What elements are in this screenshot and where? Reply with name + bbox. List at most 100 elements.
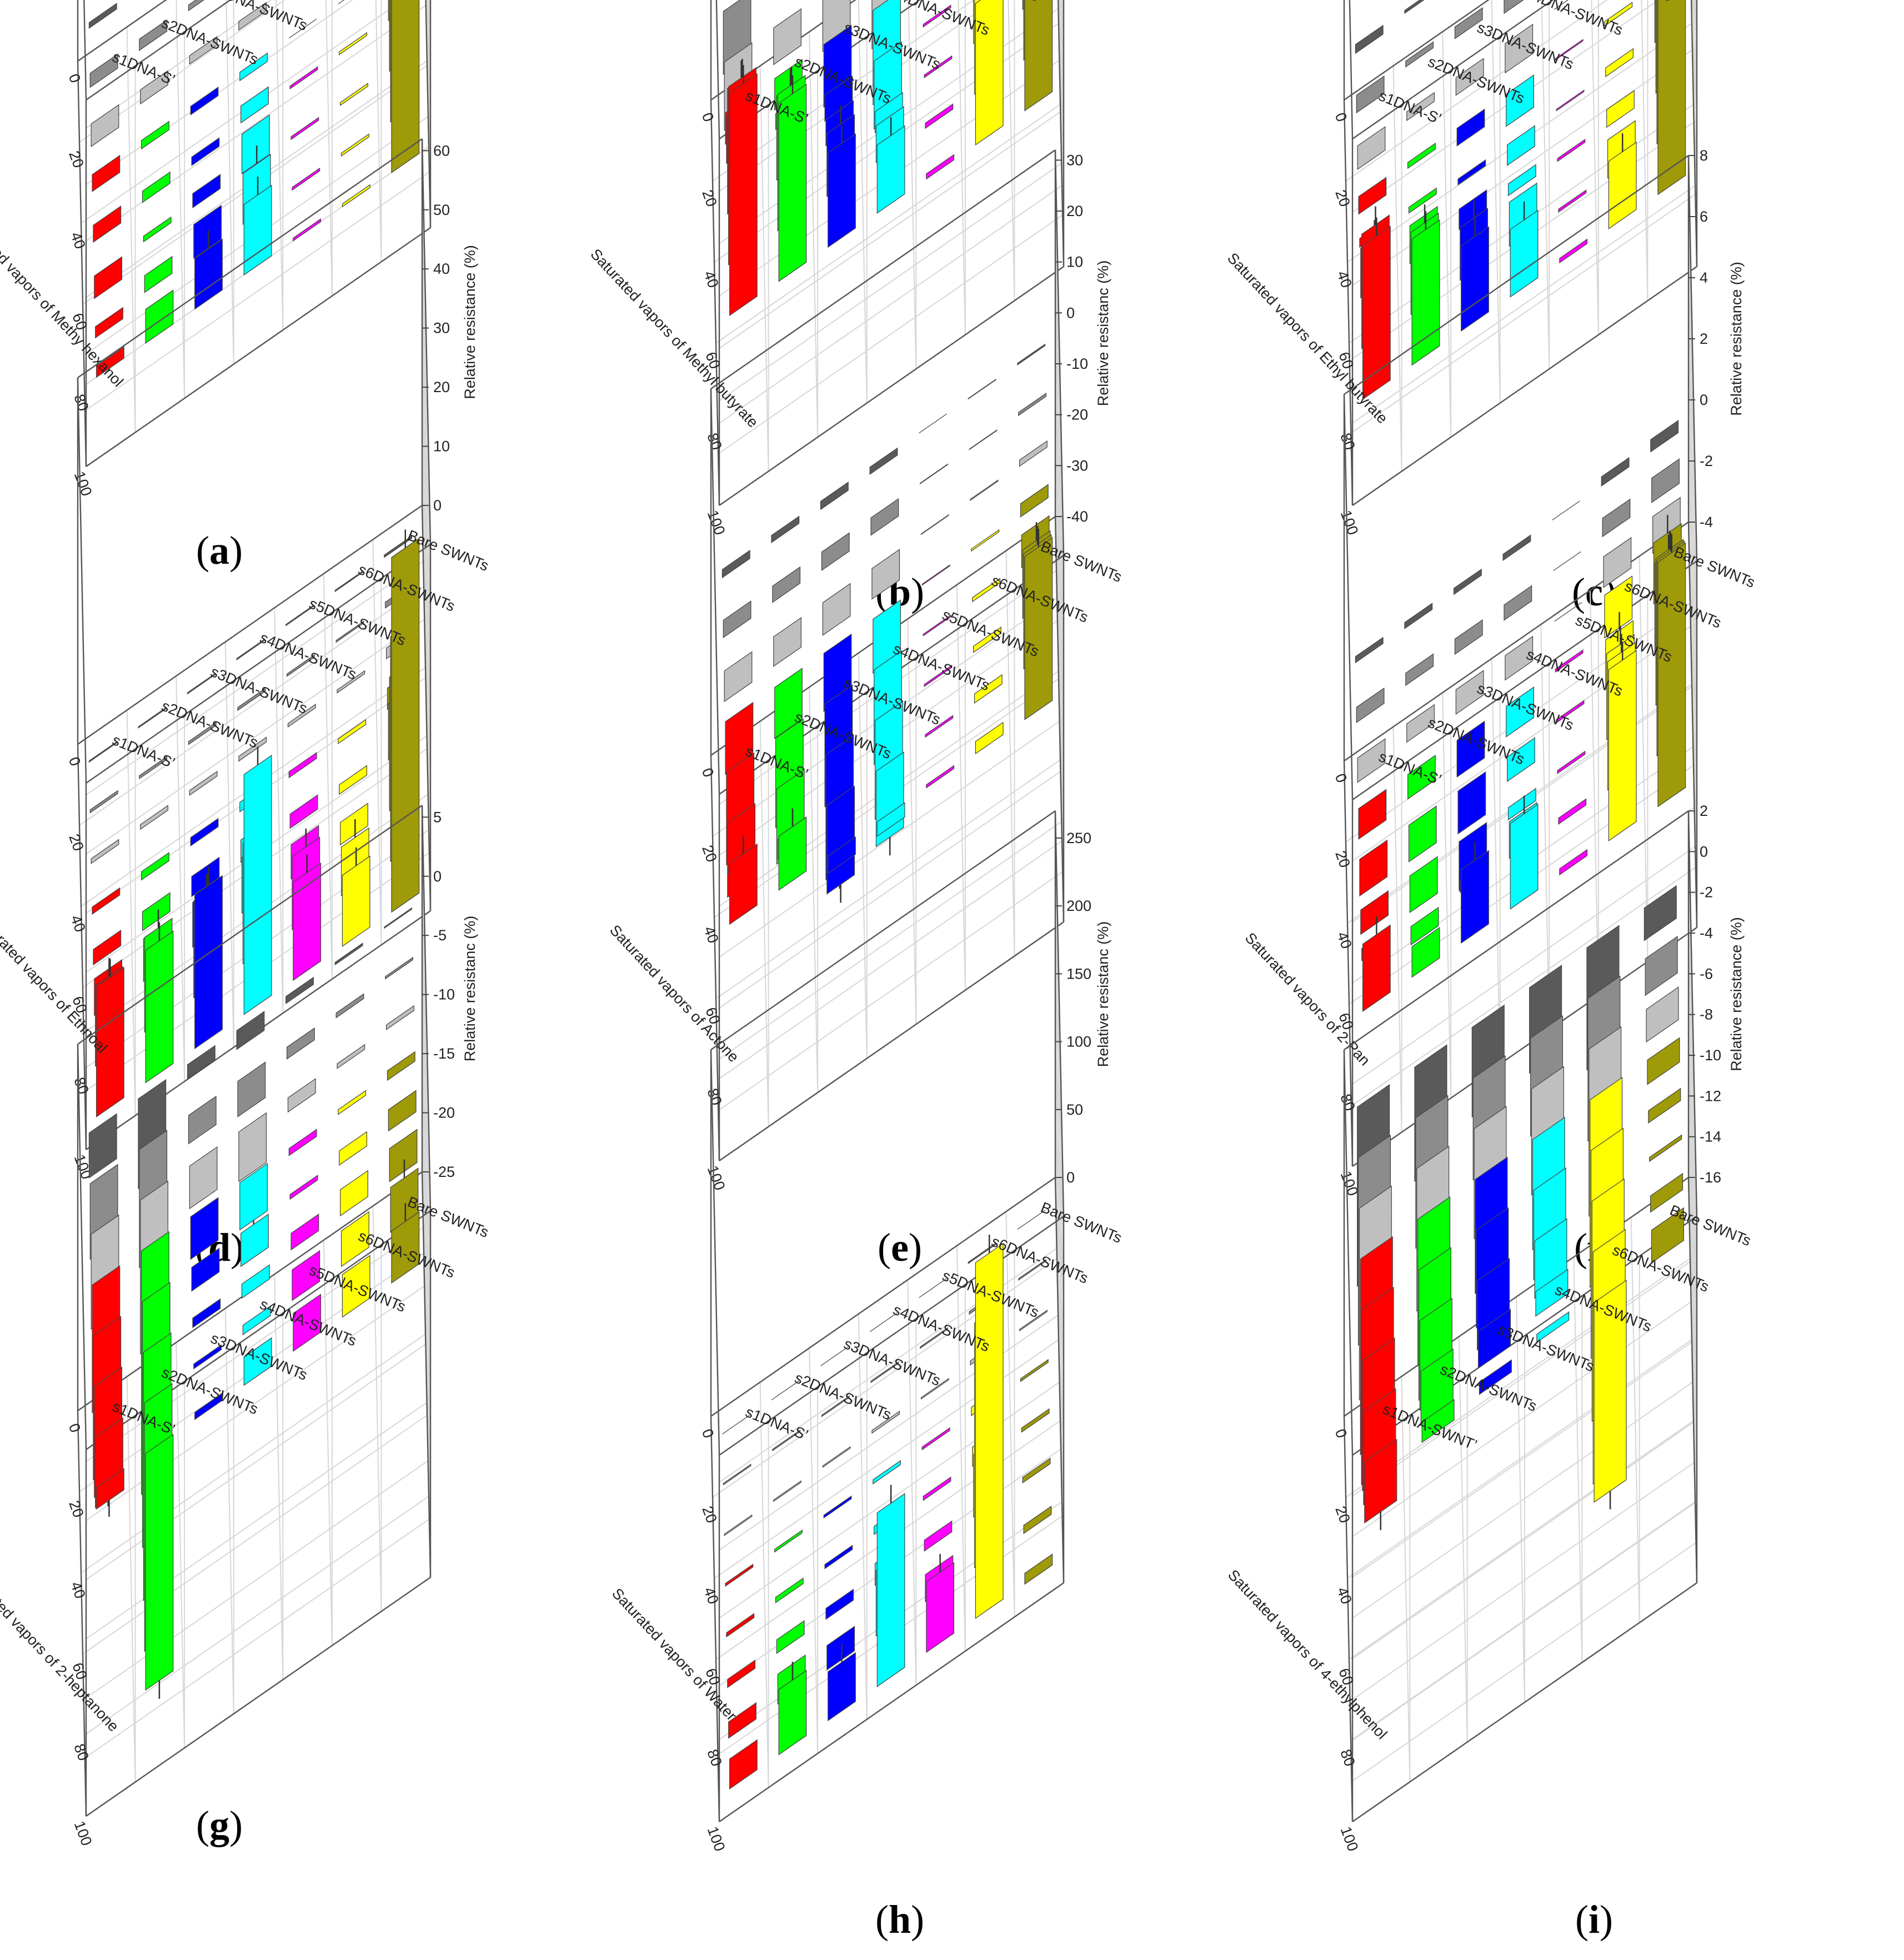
y-axis-title: Relative resistanc (%) xyxy=(462,916,478,1062)
bar-a-s3-c40 xyxy=(191,137,220,167)
bar-h-s7-c20 xyxy=(1020,1359,1049,1382)
bar-g-s5-c80 xyxy=(292,1250,320,1301)
bar-g-s1-c100 xyxy=(96,1468,124,1510)
bar-e-s1-c10 xyxy=(724,651,753,703)
bar-f-s2-c20 xyxy=(1407,754,1436,800)
bar-d-s1-c40 xyxy=(93,929,122,966)
bar-e-s5-c20 xyxy=(921,564,950,586)
bar-c-s5-c40 xyxy=(1556,89,1585,112)
bar-e-s6-c20 xyxy=(971,529,1000,552)
bar-c-s4-c60 xyxy=(1507,164,1536,197)
bar-f-s7-c5 xyxy=(1651,458,1680,503)
x-tick-label: 100 xyxy=(704,1824,729,1854)
bar-c-s4-c10 xyxy=(1505,23,1534,74)
bar-c-s4-c100 xyxy=(1510,209,1539,298)
z-tick-label: -10 xyxy=(1700,1047,1721,1064)
bar-b-s6-c100 xyxy=(975,0,1004,146)
bar-g-s7-c40 xyxy=(388,1090,417,1132)
bar-g-s3-c60 xyxy=(192,1298,221,1329)
x-tick-label: 20 xyxy=(66,149,87,170)
x-axis-title: Saturated vapors of Water xyxy=(609,1585,740,1724)
bars xyxy=(721,343,1053,925)
series-axis: s1DNA-S’s2DNA-SWNTss3DNA-SWNTss4DNA-SWNT… xyxy=(1376,0,1675,127)
bar-f-s2-c40 xyxy=(1408,805,1437,863)
x-tick-label: 20 xyxy=(1332,849,1353,870)
bar-e-s5-c1 xyxy=(919,413,947,434)
bar-d-s3-c5 xyxy=(188,721,217,745)
bar-h-s1-c5 xyxy=(723,1463,751,1486)
bar-f-s4-c1 xyxy=(1502,534,1531,561)
z-tick-label: 20 xyxy=(433,379,450,395)
x-axis-title: Saturated vapors of Methy hexanol xyxy=(0,208,127,390)
bar-a-s3-c60 xyxy=(192,174,221,209)
bar-i-s1-c100 xyxy=(1364,1438,1397,1524)
series-tick-label: s6DNA-SWNTs xyxy=(989,1233,1090,1287)
bar-g-s7-c1 xyxy=(384,907,413,929)
z-tick-label: 30 xyxy=(433,320,450,337)
bar-i-s6-c100 xyxy=(1651,1207,1684,1264)
panel-label: (e) xyxy=(878,1225,922,1270)
bar-f-s5-c100 xyxy=(1559,849,1588,876)
x-tick-label: 100 xyxy=(704,1164,729,1193)
bar-f-s3-c1 xyxy=(1453,568,1482,595)
z-tick-label: 4 xyxy=(1700,269,1708,286)
x-axis-title: Saturated vapors of 4-ethylphenol xyxy=(1225,1566,1390,1742)
bar-f-s3-c10 xyxy=(1455,670,1484,715)
x-tick-label: 100 xyxy=(1337,508,1362,538)
bar-a-s6-c100 xyxy=(342,184,370,208)
bar-f-s1-c40 xyxy=(1359,839,1388,897)
z-tick-label: 250 xyxy=(1066,830,1091,846)
bar-g-s3-c5 xyxy=(188,1095,217,1145)
bar-i-s6-c40 xyxy=(1648,1087,1681,1124)
bar-a-s5-c100 xyxy=(293,218,322,242)
bar-e-s1-c100 xyxy=(729,843,758,925)
bar-d-s1-c5 xyxy=(89,790,118,814)
bar-f-s4-c100 xyxy=(1510,804,1539,910)
x-tick-label: 80 xyxy=(71,1075,92,1096)
bar-h-s3-c20 xyxy=(823,1495,852,1519)
bar-b-s2-c100 xyxy=(778,83,807,282)
bar-f-s6-c5 xyxy=(1602,498,1631,538)
z-tick-label: 10 xyxy=(1066,254,1083,270)
bars xyxy=(1355,419,1686,1012)
bar-e-s7-c5 xyxy=(1018,393,1046,417)
bar-a-s2-c5 xyxy=(139,19,168,51)
bar-h-s7-c100 xyxy=(1024,1553,1053,1585)
bars xyxy=(1355,0,1686,400)
bar-d-s4-c1 xyxy=(236,639,265,660)
x-tick-label: 20 xyxy=(699,1504,720,1525)
x-tick-label: 80 xyxy=(1337,1092,1358,1113)
bar-e-s2-c10 xyxy=(773,616,801,667)
bar-f-s5-c40 xyxy=(1556,700,1585,724)
bar-f-s5-c20 xyxy=(1555,649,1584,673)
z-tick-label: -2 xyxy=(1700,884,1713,901)
bar-a-s2-c20 xyxy=(141,121,169,150)
bar-c-s1-c100 xyxy=(1362,225,1391,400)
bar-e-s4-c5 xyxy=(870,498,899,536)
bars xyxy=(722,1210,1053,1790)
bar-d-s1-c20 xyxy=(92,887,121,915)
bar-i-s6-c1 xyxy=(1644,885,1677,941)
z-tick-label: -15 xyxy=(433,1045,455,1062)
z-tick-label: -10 xyxy=(1066,355,1088,372)
bar-c-s5-c100 xyxy=(1559,238,1588,264)
bar-a-s2-c40 xyxy=(142,171,171,203)
bar-e-s1-c5 xyxy=(723,600,751,639)
axes-frame xyxy=(1343,0,1698,506)
bar-h-s5-c5 xyxy=(919,1327,948,1349)
bar-h-s4-c5 xyxy=(870,1361,899,1383)
bar-h-s3-c60 xyxy=(825,1588,854,1620)
bar-h-s3-c1 xyxy=(820,1346,849,1366)
bar-h-s2-c20 xyxy=(774,1529,803,1553)
bar-h-s1-c100 xyxy=(729,1739,758,1790)
bar-d-s4-c5 xyxy=(237,688,266,711)
z-axis: -40 -30 -20 -10 0 10 20 30 Relative resistanc (%… xyxy=(1055,152,1111,525)
bar-f-s4-c60 xyxy=(1507,788,1536,821)
bar-d-s4-c100 xyxy=(243,754,272,1015)
x-tick-label: 20 xyxy=(699,188,720,209)
bar-h-s1-c60 xyxy=(727,1660,755,1688)
bar-f-s7-c1 xyxy=(1650,419,1679,453)
bar-a-s1-c60 xyxy=(94,256,122,299)
